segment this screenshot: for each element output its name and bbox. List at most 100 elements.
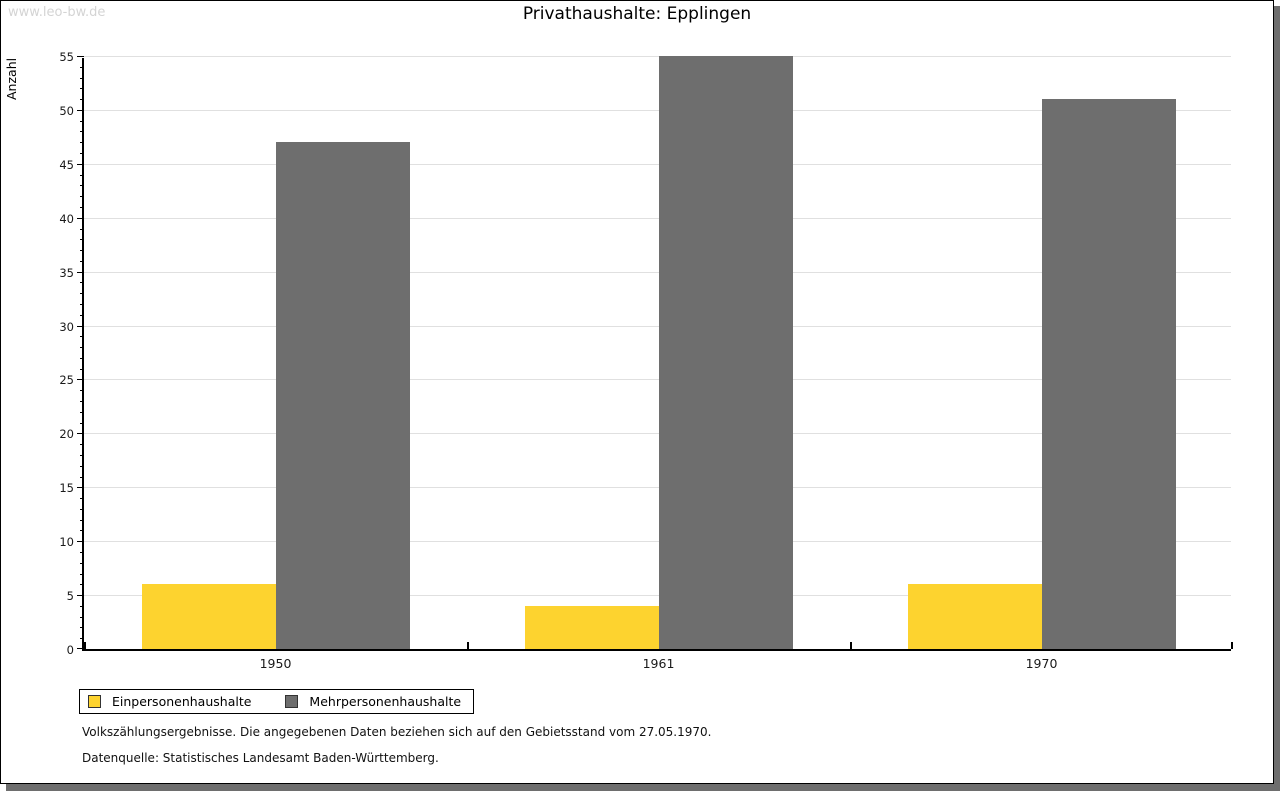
y-minor-tick-18 — [80, 454, 84, 456]
y-tick-label-25: 25 — [59, 373, 74, 388]
y-minor-tick-1 — [80, 638, 84, 640]
legend-label: Einpersonenhaushalte — [112, 694, 252, 709]
y-minor-tick-32 — [80, 303, 84, 305]
bar-mehrpersonenhaushalte-1961 — [658, 56, 793, 649]
y-minor-tick-33 — [80, 293, 84, 295]
bar-mehrpersonenhaushalte-1970 — [1041, 99, 1176, 649]
y-minor-tick-11 — [80, 530, 84, 532]
y-minor-tick-2 — [80, 627, 84, 629]
y-tick-label-35: 35 — [59, 265, 74, 280]
y-tick-label-0: 0 — [66, 643, 74, 657]
y-minor-tick-53 — [80, 77, 84, 79]
legend-box: Einpersonenhaushalte Mehrpersonenhaushalt… — [79, 689, 475, 714]
y-tick-label-5: 5 — [66, 589, 74, 604]
legend-item-mehrpersonenhaushalte: Mehrpersonenhaushalte — [285, 694, 461, 709]
x-boundary-tick-1 — [467, 642, 469, 649]
y-minor-tick-3 — [80, 616, 84, 618]
y-tick-label-45: 45 — [59, 157, 74, 172]
y-minor-tick-28 — [80, 347, 84, 349]
y-major-tick-50 — [77, 109, 84, 111]
y-minor-tick-23 — [80, 401, 84, 403]
gridline-y-35 — [84, 271, 1231, 273]
y-axis-title: Anzahl — [4, 57, 19, 100]
legend-label: Mehrpersonenhaushalte — [309, 694, 462, 709]
y-tick-label-50: 50 — [59, 103, 74, 118]
y-major-tick-0 — [77, 648, 84, 649]
y-minor-tick-19 — [80, 444, 84, 446]
y-tick-label-10: 10 — [59, 535, 74, 550]
x-category-label-1961: 1961 — [642, 656, 675, 671]
y-major-tick-45 — [77, 163, 84, 165]
y-minor-tick-52 — [80, 88, 84, 90]
x-boundary-tick-2 — [850, 642, 852, 649]
y-tick-label-15: 15 — [59, 481, 74, 496]
window-shadow-bottom — [6, 784, 1274, 791]
y-tick-label-55: 55 — [59, 50, 74, 64]
y-major-tick-40 — [77, 217, 84, 219]
y-minor-tick-9 — [80, 551, 84, 553]
y-minor-tick-37 — [80, 250, 84, 252]
legend-swatch-icon — [285, 695, 299, 708]
y-minor-tick-48 — [80, 131, 84, 133]
y-major-tick-10 — [77, 541, 84, 543]
y-minor-tick-44 — [80, 174, 84, 176]
watermark-leo-bw: www.leo-bw.de — [8, 5, 106, 20]
y-minor-tick-36 — [80, 260, 84, 262]
y-minor-tick-21 — [80, 422, 84, 424]
y-minor-tick-14 — [80, 498, 84, 500]
legend-swatch-icon — [88, 695, 101, 708]
y-minor-tick-54 — [80, 66, 84, 68]
y-minor-tick-4 — [80, 605, 84, 607]
y-minor-tick-8 — [80, 562, 84, 564]
window-shadow-right — [1274, 6, 1280, 791]
x-category-label-1970: 1970 — [1025, 656, 1058, 671]
y-minor-tick-51 — [80, 99, 84, 101]
y-minor-tick-26 — [80, 368, 84, 370]
gridline-y-45 — [84, 163, 1231, 165]
y-minor-tick-31 — [80, 314, 84, 316]
y-major-tick-35 — [77, 271, 84, 273]
y-major-tick-20 — [77, 433, 84, 435]
gridline-y-15 — [84, 487, 1231, 489]
footnote-source: Datenquelle: Statistisches Landesamt Bad… — [82, 751, 439, 765]
y-minor-tick-6 — [80, 584, 84, 586]
gridline-y-25 — [84, 379, 1231, 381]
gridline-y-55 — [84, 56, 1231, 57]
y-minor-tick-13 — [80, 508, 84, 510]
plot-area: 0 5 10 15 20 25 30 35 40 45 50 55 1950 1961 1970 — [59, 50, 1233, 671]
bar-einpersonenhaushalte-1970 — [907, 584, 1042, 649]
x-category-label-1950: 1950 — [259, 656, 292, 671]
y-minor-tick-49 — [80, 120, 84, 122]
y-major-tick-15 — [77, 487, 84, 489]
y-tick-label-40: 40 — [59, 211, 74, 226]
y-major-tick-30 — [77, 325, 84, 327]
x-boundary-tick-3 — [1231, 642, 1233, 649]
y-minor-tick-12 — [80, 519, 84, 521]
y-minor-tick-41 — [80, 206, 84, 208]
y-minor-tick-47 — [80, 142, 84, 144]
y-minor-tick-46 — [80, 153, 84, 155]
y-minor-tick-17 — [80, 465, 84, 467]
y-minor-tick-24 — [80, 390, 84, 392]
bar-einpersonenhaushalte-1961 — [524, 605, 659, 649]
y-minor-tick-39 — [80, 228, 84, 230]
y-minor-tick-43 — [80, 185, 84, 187]
y-major-tick-5 — [77, 595, 84, 597]
y-minor-tick-7 — [80, 573, 84, 575]
y-major-tick-55 — [77, 56, 84, 57]
y-minor-tick-34 — [80, 282, 84, 284]
y-minor-tick-27 — [80, 357, 84, 359]
y-major-tick-25 — [77, 379, 84, 381]
bar-mehrpersonenhaushalte-1950 — [275, 142, 410, 649]
y-minor-tick-29 — [80, 336, 84, 338]
y-minor-tick-16 — [80, 476, 84, 478]
gridline-y-20 — [84, 433, 1231, 435]
y-tick-label-30: 30 — [59, 319, 74, 334]
gridline-y-5 — [84, 595, 1231, 597]
gridline-y-50 — [84, 109, 1231, 111]
gridline-y-30 — [84, 325, 1231, 327]
footnote-census: Volkszählungsergebnisse. Die angegebenen… — [82, 725, 712, 739]
gridline-y-40 — [84, 217, 1231, 219]
bar-einpersonenhaushalte-1950 — [141, 584, 276, 649]
y-tick-label-20: 20 — [59, 427, 74, 442]
